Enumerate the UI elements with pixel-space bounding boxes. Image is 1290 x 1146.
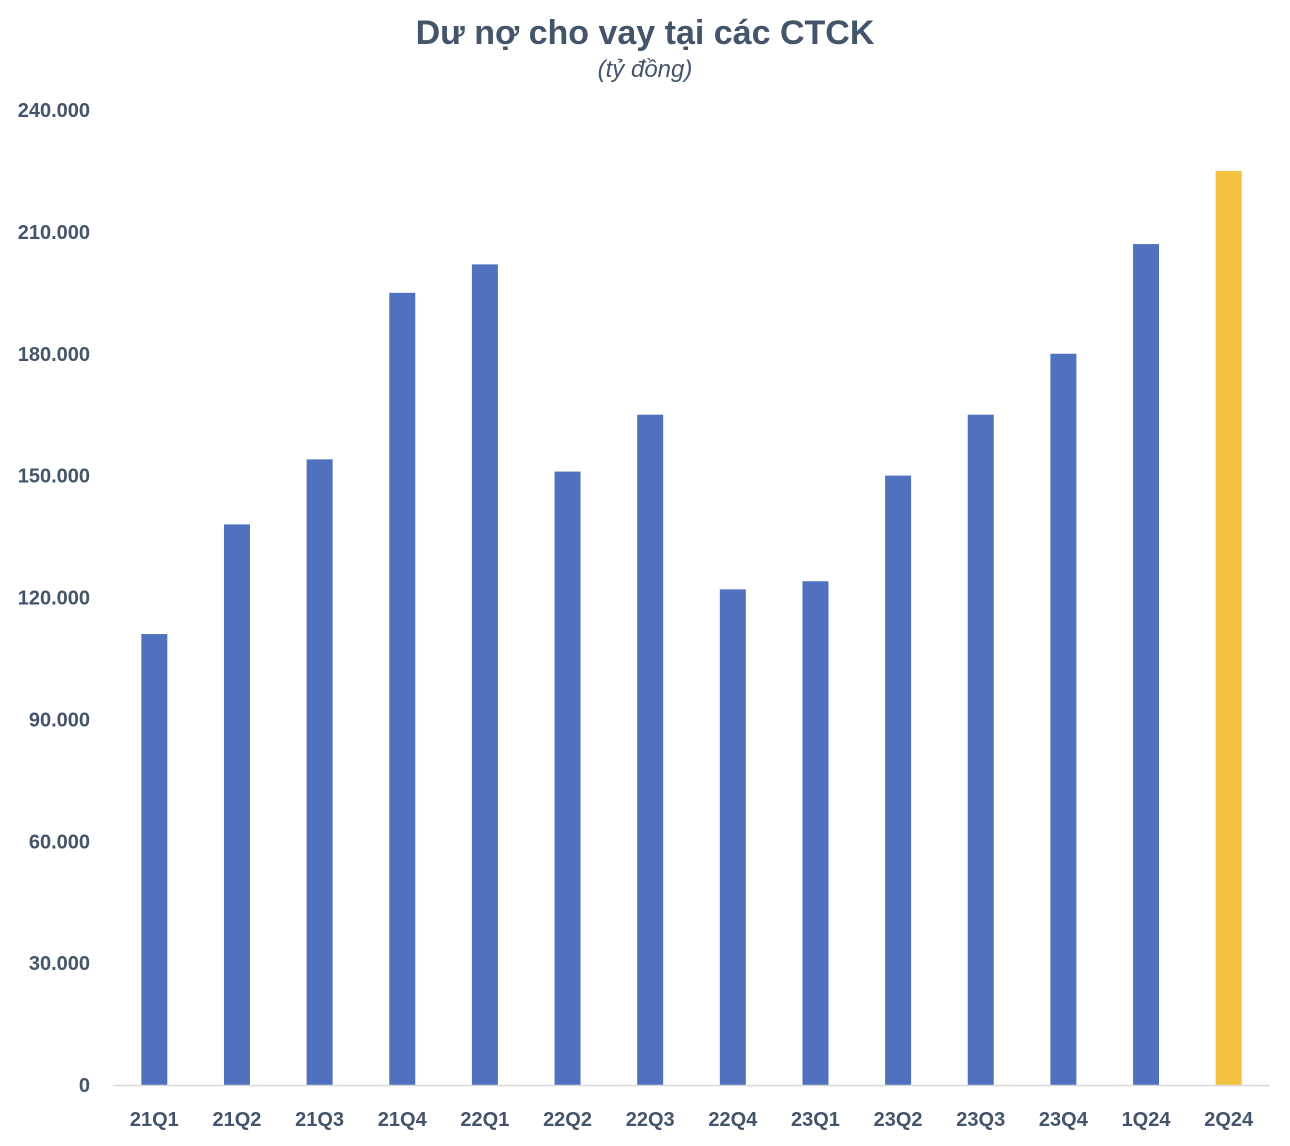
x-tick-label: 22Q1	[460, 1109, 509, 1131]
bar-22Q2	[554, 471, 581, 1085]
x-tick-label: 23Q3	[956, 1109, 1005, 1131]
x-tick-label: 1Q24	[1122, 1109, 1172, 1131]
x-tick-label: 21Q3	[295, 1109, 344, 1131]
x-tick-label: 21Q1	[130, 1109, 179, 1131]
y-tick-label: 0	[79, 1075, 90, 1097]
x-tick-label: 23Q2	[874, 1109, 923, 1131]
bar-22Q4	[719, 589, 746, 1085]
bar-23Q3	[967, 414, 994, 1085]
bar-23Q2	[885, 475, 912, 1085]
bar-21Q2	[223, 524, 250, 1085]
y-tick-label: 30.000	[29, 953, 90, 975]
bar-21Q3	[306, 459, 333, 1085]
bar-23Q4	[1050, 353, 1077, 1085]
x-tick-label: 2Q24	[1204, 1109, 1254, 1131]
bar-22Q1	[471, 264, 498, 1085]
bar-2Q24	[1215, 170, 1242, 1085]
bars	[141, 170, 1242, 1085]
bar-21Q4	[389, 292, 416, 1085]
x-tick-label: 23Q1	[791, 1109, 840, 1131]
x-tick-label: 22Q2	[543, 1109, 592, 1131]
y-tick-label: 60.000	[29, 831, 90, 853]
x-tick-label: 22Q4	[708, 1109, 758, 1131]
y-tick-label: 180.000	[18, 344, 90, 366]
x-axis-labels: 21Q1 21Q2 21Q3 21Q4 22Q1 22Q2 22Q3 22Q4 23Q1 23Q2…	[130, 1109, 1254, 1131]
y-axis-ticks: 0 30.000 60.000 90.000 120.000 150.000 180.000…	[18, 100, 90, 1097]
bar-21Q1	[141, 634, 168, 1085]
chart-title: Dư nợ cho vay tại các CTCK	[415, 14, 875, 52]
x-tick-label: 21Q4	[378, 1109, 428, 1131]
y-tick-label: 240.000	[18, 100, 90, 122]
y-tick-label: 120.000	[18, 588, 90, 610]
chart-subtitle: (tỷ đồng)	[597, 56, 693, 83]
bar-1Q24	[1133, 244, 1160, 1085]
y-tick-label: 210.000	[18, 222, 90, 244]
y-tick-label: 150.000	[18, 466, 90, 488]
y-tick-label: 90.000	[29, 709, 90, 731]
bar-23Q1	[802, 581, 829, 1085]
x-tick-label: 23Q4	[1039, 1109, 1089, 1131]
bar-22Q3	[637, 414, 664, 1085]
x-tick-label: 22Q3	[626, 1109, 675, 1131]
x-tick-label: 21Q2	[212, 1109, 261, 1131]
